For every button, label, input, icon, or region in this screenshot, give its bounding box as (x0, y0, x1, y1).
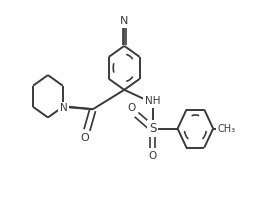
Text: N: N (60, 103, 68, 113)
Text: O: O (127, 103, 136, 113)
Text: O: O (80, 133, 89, 143)
Text: S: S (149, 122, 156, 135)
Text: N: N (120, 16, 128, 26)
Text: O: O (148, 151, 157, 161)
Text: CH₃: CH₃ (218, 124, 236, 133)
Text: NH: NH (145, 96, 160, 107)
